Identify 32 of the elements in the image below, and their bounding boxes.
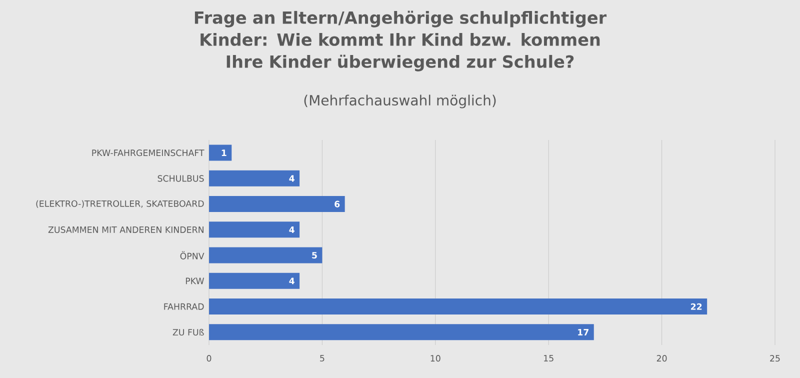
y-tick-label: (ELEKTRO-)TRETROLLER, SKATEBOARD: [36, 200, 204, 208]
bar: [209, 247, 322, 264]
data-label: 17: [578, 329, 588, 336]
y-tick-label: FAHRRAD: [164, 303, 204, 310]
chart-subtitle: (Mehrfachauswahl möglich): [304, 94, 496, 108]
data-label: 4: [289, 226, 294, 233]
y-tick-label: ZU FUß: [172, 328, 204, 336]
data-label: 4: [289, 278, 294, 284]
bar: [209, 324, 594, 340]
bar: [209, 196, 345, 212]
bar: [209, 222, 300, 238]
data-label: 6: [334, 200, 340, 208]
y-tick-label: PKW-FAHRGEMEINSCHAFT: [92, 150, 204, 156]
data-label: 1: [222, 150, 226, 156]
x-tick-label: 0: [206, 355, 212, 362]
data-label: 5: [312, 252, 317, 259]
x-tick-label: 5: [320, 355, 324, 362]
y-tick-label: ZUSAMMEN MIT ANDEREN KINDERN: [48, 226, 204, 233]
x-tick-label: 25: [770, 355, 780, 362]
y-tick-label: ÖPNV: [180, 251, 204, 260]
x-tick-label: 20: [656, 355, 667, 362]
y-tick-label: SCHULBUS: [158, 175, 204, 182]
bar: [209, 170, 300, 186]
bar: [209, 144, 232, 161]
bar: [209, 298, 708, 315]
x-tick-label: 15: [544, 355, 554, 362]
data-label: 22: [690, 303, 702, 310]
y-tick-label: PKW: [186, 278, 204, 284]
chart-title: Frage an Eltern/Angehörige schulpflichtiger Kinder: Wie kommt Ihr Kind bzw. kommen Ihre Kinder überwiegend zur Schule?: [194, 10, 607, 72]
data-label: 4: [289, 175, 294, 182]
bar: [209, 272, 300, 289]
x-tick-label: 10: [430, 355, 440, 362]
